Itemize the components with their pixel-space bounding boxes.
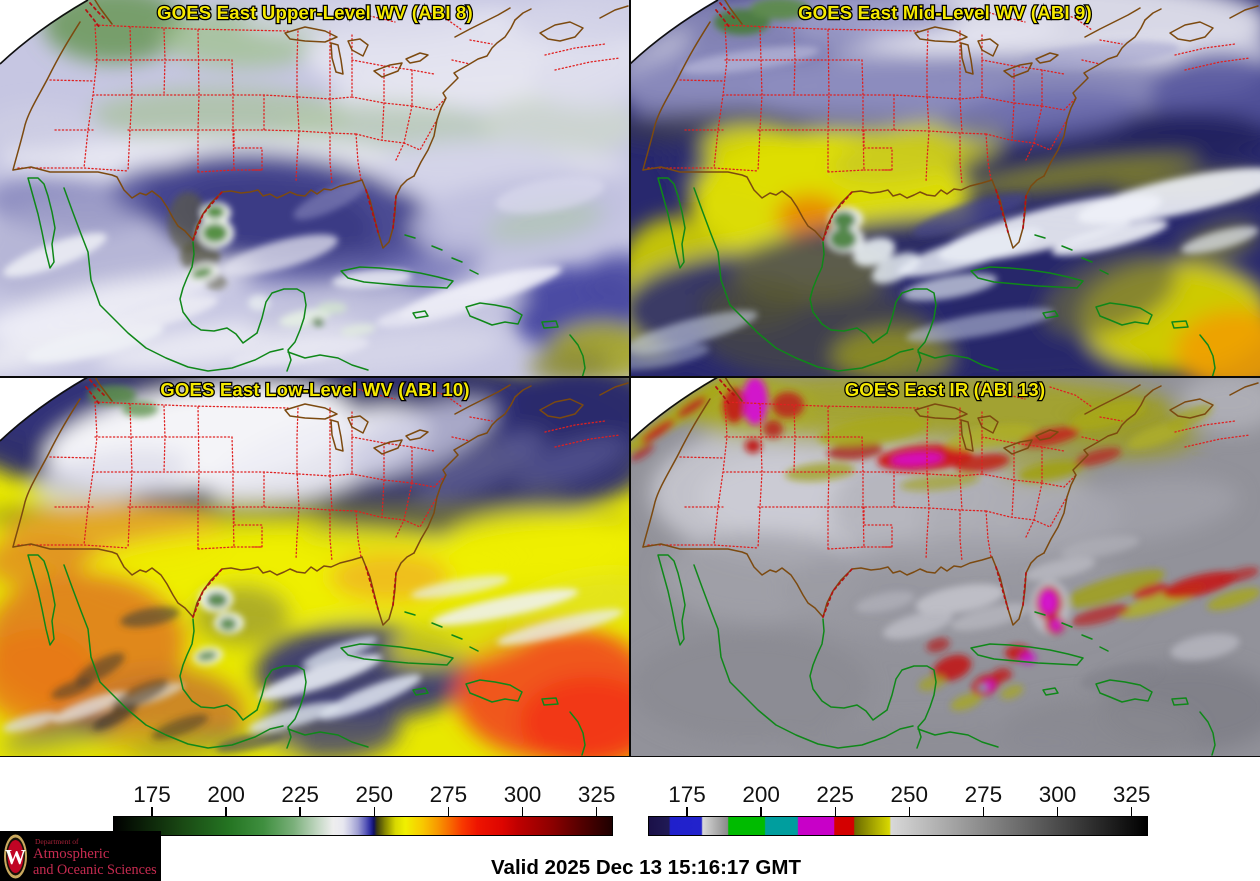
svg-text:W: W <box>5 845 26 869</box>
svg-text:Atmospheric: Atmospheric <box>33 846 110 862</box>
svg-text:GOES East IR (ABI 13): GOES East IR (ABI 13) <box>845 379 1046 400</box>
svg-text:Department of: Department of <box>35 837 79 846</box>
svg-text:GOES East Mid-Level WV (ABI 9): GOES East Mid-Level WV (ABI 9) <box>798 2 1092 23</box>
svg-text:and Oceanic Sciences: and Oceanic Sciences <box>33 862 157 878</box>
svg-text:GOES East Upper-Level WV (ABI: GOES East Upper-Level WV (ABI 8) <box>157 2 473 23</box>
svg-text:GOES East Low-Level WV (ABI 10: GOES East Low-Level WV (ABI 10) <box>160 379 469 400</box>
